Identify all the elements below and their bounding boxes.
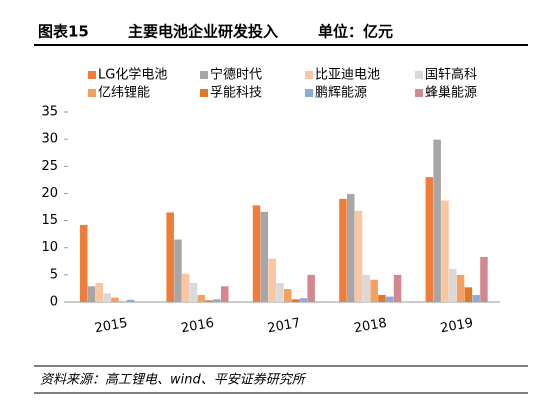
y-tick-label: 25 <box>41 159 58 174</box>
legend-swatch <box>415 89 423 97</box>
bar <box>252 205 261 302</box>
bar <box>291 299 300 302</box>
legend-label: 蜂巢能源 <box>425 86 477 101</box>
chart-title: 主要电池企业研发投入 <box>128 23 278 41</box>
bar <box>480 256 488 302</box>
bar <box>189 283 198 302</box>
y-tick-label: 15 <box>41 213 58 228</box>
bar <box>276 283 284 302</box>
y-tick-label: 35 <box>41 105 58 120</box>
y-tick-label: 20 <box>41 186 58 201</box>
bar <box>111 297 119 302</box>
bar <box>464 287 473 302</box>
bar <box>378 294 386 302</box>
bar <box>307 274 315 302</box>
x-tick-label: 2017 <box>266 316 301 337</box>
bar <box>174 239 182 302</box>
bar <box>213 299 221 302</box>
legend-label: 孚能科技 <box>210 86 262 101</box>
chart-unit: 单位：亿元 <box>318 23 393 41</box>
y-tick-label: 0 <box>50 295 58 310</box>
bar <box>268 258 276 302</box>
bar <box>197 294 206 302</box>
bar <box>433 139 441 302</box>
bar <box>456 274 465 302</box>
x-tick-label: 2015 <box>94 316 129 337</box>
bar <box>339 198 347 302</box>
bar <box>119 301 127 302</box>
legend-swatch <box>200 71 208 79</box>
bar <box>354 210 363 302</box>
bar <box>103 293 111 302</box>
bar <box>370 279 378 302</box>
bar <box>80 224 88 302</box>
bar <box>126 299 135 302</box>
bar <box>393 274 402 302</box>
bar <box>362 274 371 302</box>
bar <box>260 211 269 302</box>
x-tick-label: 2018 <box>353 316 388 337</box>
legend-swatch <box>415 71 423 79</box>
y-tick-label: 30 <box>41 132 58 147</box>
bar <box>182 273 190 302</box>
y-tick-label: 10 <box>41 240 58 255</box>
legend-swatch <box>88 71 96 79</box>
legend-label: 宁德时代 <box>210 67 262 83</box>
legend-swatch <box>88 89 96 97</box>
bar <box>299 298 308 302</box>
bar <box>472 294 480 302</box>
bar <box>87 286 96 302</box>
legend-swatch <box>305 89 313 97</box>
legend-label: LG化学电池 <box>98 67 167 83</box>
bar <box>425 177 434 302</box>
bar <box>441 200 449 302</box>
bar <box>284 288 292 302</box>
x-tick-label: 2019 <box>439 316 474 337</box>
bar <box>166 212 174 302</box>
legend-label: 鹏辉能源 <box>315 86 367 101</box>
x-tick-label: 2016 <box>180 316 215 337</box>
legend-label: 比亚迪电池 <box>315 68 380 83</box>
bar <box>347 193 355 302</box>
bar <box>95 283 104 302</box>
y-tick-label: 5 <box>50 267 58 282</box>
source-note: 资料来源：高工锂电、wind、平安证券研究所 <box>40 372 307 388</box>
bar <box>205 300 213 302</box>
legend-swatch <box>305 71 313 79</box>
legend-label: 国轩高科 <box>425 67 477 83</box>
legend-swatch <box>200 89 208 97</box>
figure-label: 图表15 <box>38 23 89 41</box>
bar <box>221 286 229 302</box>
bar <box>386 296 394 302</box>
legend-label: 亿纬锂能 <box>98 86 150 101</box>
bar <box>449 268 457 302</box>
